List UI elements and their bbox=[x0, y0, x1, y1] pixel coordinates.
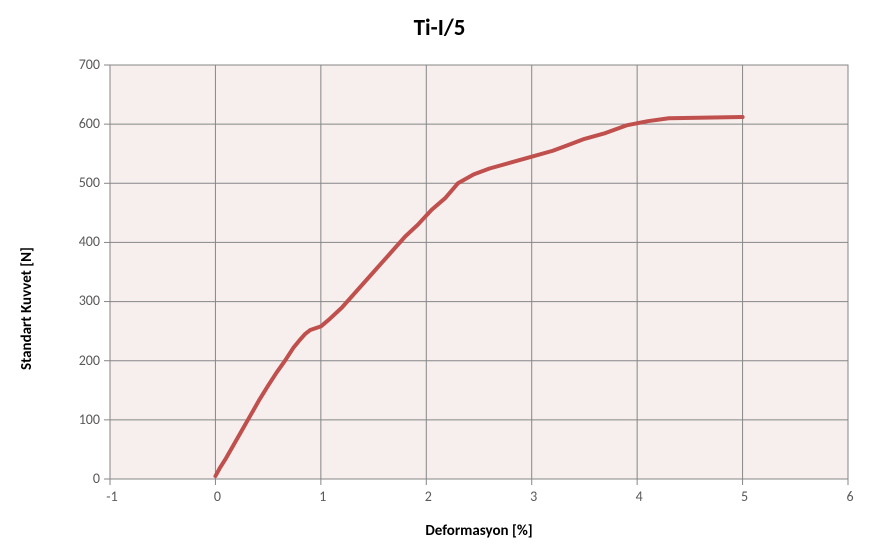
x-tick-label: 4 bbox=[629, 488, 649, 505]
x-tick-label: -1 bbox=[102, 488, 122, 505]
y-axis-label: Standart Kuvvet [N] bbox=[18, 247, 36, 370]
x-axis-label: Deformasyon [%] bbox=[110, 522, 848, 540]
y-tick-label: 400 bbox=[79, 233, 100, 250]
x-tick-label: 3 bbox=[524, 488, 544, 505]
y-tick-label: 300 bbox=[79, 292, 100, 309]
y-tick-label: 100 bbox=[79, 411, 100, 428]
y-tick-label: 700 bbox=[79, 56, 100, 73]
y-tick-label: 0 bbox=[93, 470, 100, 487]
plot-svg bbox=[0, 0, 879, 558]
x-tick-label: 0 bbox=[207, 488, 227, 505]
x-tick-label: 5 bbox=[735, 488, 755, 505]
y-tick-label: 200 bbox=[79, 352, 100, 369]
y-tick-label: 600 bbox=[79, 115, 100, 132]
x-tick-label: 1 bbox=[313, 488, 333, 505]
x-tick-label: 6 bbox=[840, 488, 860, 505]
x-tick-label: 2 bbox=[418, 488, 438, 505]
chart-container: Ti-I/5 Deformasyon [%] Standart Kuvvet [… bbox=[0, 0, 879, 558]
y-tick-label: 500 bbox=[79, 174, 100, 191]
